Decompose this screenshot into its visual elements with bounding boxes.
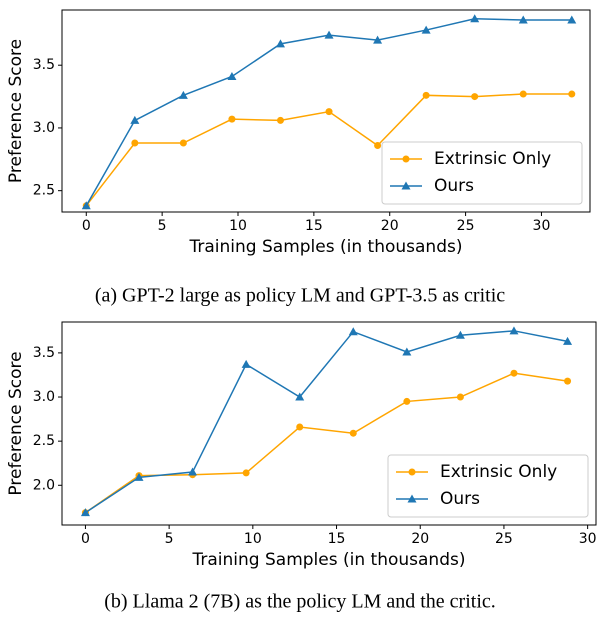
legend: Extrinsic Only Ours [381,141,583,205]
x-tick-label: 5 [165,531,174,547]
y-tick-label: 3.0 [33,389,55,405]
marker [295,392,305,401]
y-axis-label: Preference Score [6,39,26,183]
y-tick-label: 3.5 [33,345,55,361]
marker [403,397,411,405]
marker [564,377,572,385]
caption: (b) Llama 2 (7B) as the policy LM and th… [104,591,496,613]
marker [228,115,236,123]
legend-marker [408,468,416,476]
marker [563,336,573,345]
marker [241,359,251,368]
x-axis-label: Training Samples (in thousands) [189,237,463,257]
marker [324,30,334,39]
y-tick-label: 2.5 [33,433,55,449]
x-tick-label: 10 [244,531,262,547]
x-tick-label: 25 [457,218,475,234]
chart: 0 5 10 15 20 25 30 2.0 2.5 3.0 3.5 Training Samples… [6,321,597,613]
marker [349,429,357,437]
x-axis-label: Training Samples (in thousands) [192,550,466,570]
y-tick-label: 3.5 [33,57,55,73]
plot-frame [61,321,597,526]
marker [567,15,577,24]
marker [130,115,140,124]
y-axis-label: Preference Score [6,351,26,495]
legend-label: Extrinsic Only [440,462,557,482]
marker [275,39,285,48]
marker [510,369,518,377]
series-line [85,330,568,514]
x-tick-label: 15 [305,218,323,234]
legend-box [381,141,583,205]
marker [509,326,519,335]
x-tick-label: 5 [158,218,167,234]
x-tick-label: 0 [81,531,90,547]
legend-marker [402,155,410,163]
marker [134,472,144,481]
marker [374,142,382,150]
marker [455,330,465,339]
marker [131,139,139,147]
y-tick-label: 2.5 [33,183,55,199]
marker [276,116,284,124]
x-tick-label: 30 [579,531,597,547]
plot-frame [61,9,591,213]
marker [80,508,90,517]
marker [296,423,304,431]
x-tick-label: 25 [495,531,513,547]
legend-label: Extrinsic Only [434,149,551,169]
marker [456,393,464,401]
marker [471,93,479,101]
legend-marker [407,494,417,503]
marker [402,347,412,356]
marker [373,35,383,44]
legend-marker [401,181,411,190]
legend-label: Ours [440,489,480,509]
marker [188,467,198,476]
caption: (a) GPT-2 large as policy LM and GPT-3.5… [95,285,505,307]
marker [81,201,91,210]
marker [518,15,528,24]
marker [422,91,430,99]
marker [421,25,431,34]
marker [470,14,480,23]
y-tick-label: 2.0 [33,477,55,493]
marker [227,71,237,80]
marker [568,90,576,98]
legend-label: Ours [434,176,474,196]
marker [519,90,527,98]
marker [242,469,250,477]
legend-box [387,454,589,518]
y-tick-label: 3.0 [33,120,55,136]
x-tick-label: 20 [381,218,399,234]
marker [325,108,333,116]
marker [348,327,358,336]
marker [178,90,188,99]
x-tick-label: 10 [229,218,247,234]
chart: 0 5 10 15 20 25 30 2.5 3.0 3.5 Training Samples (i… [6,9,591,307]
x-tick-label: 30 [533,218,551,234]
marker [179,139,187,147]
x-tick-label: 20 [411,531,429,547]
x-tick-label: 15 [328,531,346,547]
legend: Extrinsic Only Ours [387,454,589,518]
x-tick-label: 0 [82,218,91,234]
